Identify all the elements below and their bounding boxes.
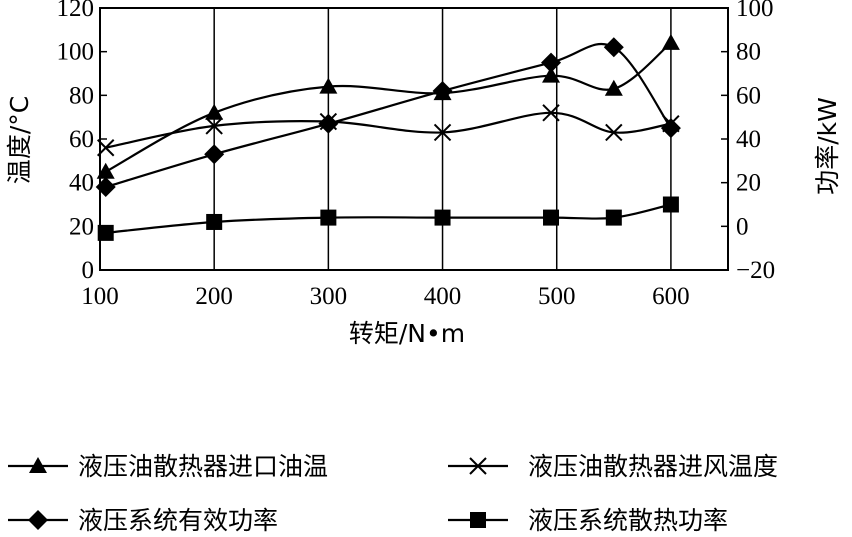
x-tick-label: 600: [652, 283, 690, 310]
diamond-marker: [318, 113, 339, 134]
legend-item: 液压系统有效功率: [8, 506, 278, 535]
diamond-marker: [95, 177, 116, 198]
plot-frame: [99, 7, 729, 271]
diamond-marker: [603, 37, 624, 58]
grid: [213, 8, 672, 270]
diamond-marker: [660, 118, 681, 139]
legend-item: 液压系统散热功率: [448, 506, 728, 535]
triangle-marker: [542, 66, 561, 83]
series-line: [105, 111, 672, 149]
series-line: [105, 42, 672, 189]
series-4: [97, 196, 679, 241]
right-tick-label: 40: [736, 126, 761, 153]
square-marker: [605, 209, 622, 226]
cross-marker: [605, 123, 623, 142]
x-tick-label: 500: [538, 283, 576, 310]
triangle-marker: [661, 33, 680, 50]
tick-labels: 100 200 300 400 500 600 0 20 40 60 80 100 120 −20 0 20 4…: [57, 0, 776, 310]
x-axis-label: 转矩/N•m: [349, 319, 465, 348]
square-marker: [470, 512, 486, 528]
square-marker: [543, 209, 560, 226]
right-y-axis-label: 功率/kW: [813, 97, 842, 195]
diamond-marker: [541, 52, 562, 73]
left-tick-label: 80: [69, 82, 94, 109]
plot-series: [95, 33, 681, 241]
series-2: [97, 104, 680, 157]
diamond-marker: [432, 80, 453, 101]
legend-label: 液压油散热器进口油温: [78, 452, 328, 481]
square-marker: [662, 196, 679, 213]
right-tick-label: 100: [736, 0, 774, 22]
cross-marker: [469, 457, 487, 475]
right-tick-label: 60: [736, 82, 761, 109]
left-tick-label: 40: [69, 170, 94, 197]
left-tick-label: 100: [57, 39, 95, 66]
legend-label: 液压系统有效功率: [78, 506, 278, 535]
triangle-marker: [319, 77, 338, 94]
left-tick-label: 0: [82, 257, 95, 284]
left-y-axis-label: 温度/°C: [5, 96, 34, 184]
left-tick-label: 60: [69, 126, 94, 153]
x-tick-label: 300: [310, 283, 348, 310]
square-marker: [320, 209, 337, 226]
square-marker: [97, 224, 114, 241]
legend-item: 液压油散热器进风温度: [448, 452, 778, 481]
right-tick-label: 80: [736, 39, 761, 66]
x-tick-label: 200: [195, 283, 233, 310]
x-tick-label: 400: [424, 283, 462, 310]
left-tick-label: 120: [57, 0, 95, 22]
square-marker: [206, 213, 223, 230]
right-tick-label: 0: [736, 213, 749, 240]
right-tick-label: 20: [736, 170, 761, 197]
legend-item: 液压油散热器进口油温: [8, 452, 328, 481]
triangle-marker: [205, 103, 224, 120]
legend-label: 液压系统散热功率: [528, 506, 728, 535]
square-marker: [434, 209, 451, 226]
right-tick-label: −20: [736, 257, 775, 284]
series-3: [95, 37, 681, 198]
cross-marker: [205, 117, 223, 135]
diamond-marker: [204, 144, 225, 165]
series-line: [105, 203, 672, 234]
x-tick-label: 100: [81, 283, 119, 310]
cross-marker: [542, 104, 560, 122]
legend-label: 液压油散热器进风温度: [528, 452, 778, 481]
triangle-marker: [604, 79, 623, 96]
triangle-marker: [29, 457, 47, 473]
left-tick-label: 20: [69, 213, 94, 240]
cross-marker: [433, 123, 452, 142]
diamond-marker: [28, 510, 48, 530]
triangle-marker: [96, 162, 115, 179]
